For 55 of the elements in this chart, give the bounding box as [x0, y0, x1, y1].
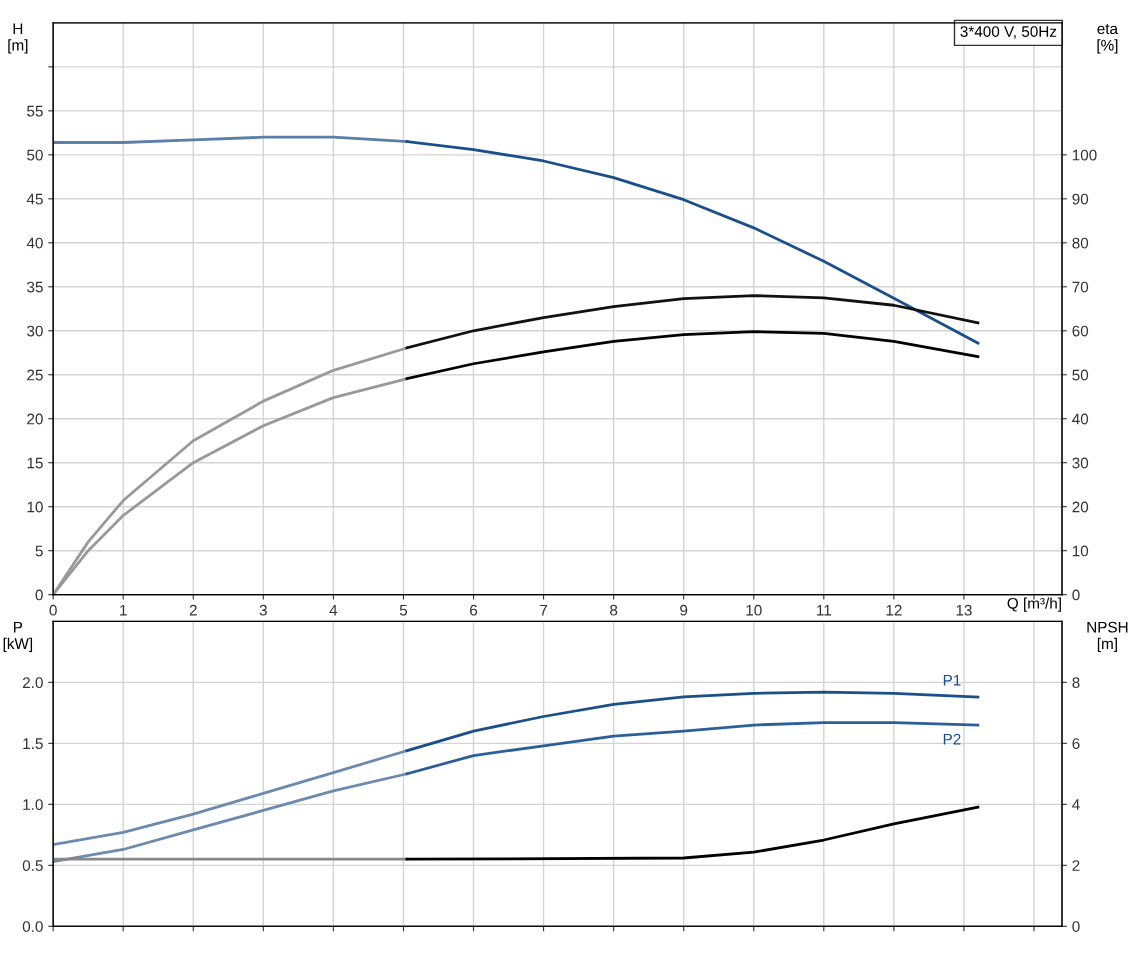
x-tick-label: 11	[817, 604, 831, 616]
y2-tick-label: 90	[1072, 193, 1089, 205]
y2-tick-label: 8	[1072, 677, 1080, 689]
y-tick-label: 1.5	[23, 738, 43, 750]
x-tick-label: 6	[470, 604, 478, 616]
y-tick-label: 1.0	[23, 799, 43, 811]
y2-tick-label: 60	[1072, 325, 1089, 337]
x-tick-label: 0	[49, 604, 57, 616]
y-axis-title: P [kW]	[3, 621, 33, 653]
x-tick-label: 4	[329, 604, 338, 616]
x-tick-label: 5	[399, 604, 408, 616]
annotation: P2	[943, 733, 961, 745]
y-tick-label: 25	[27, 369, 43, 381]
y2-axis-title: eta [%]	[1097, 24, 1119, 54]
y2-tick-label: 80	[1072, 237, 1089, 249]
x-axis-title: Q [m³/h]	[1007, 597, 1061, 612]
x-tick-label: 7	[540, 604, 548, 616]
y-tick-label: 30	[27, 325, 43, 337]
x-tick-label: 13	[956, 604, 972, 616]
y-tick-label: 0.5	[22, 860, 43, 872]
y2-tick-label: 4	[1072, 799, 1080, 810]
y2-tick-label: 6	[1072, 738, 1080, 750]
annotation: 3*400 V, 50Hz	[960, 26, 1057, 39]
x-tick-label: 1	[120, 604, 127, 616]
y2-tick-label: 0	[1072, 589, 1080, 601]
y-tick-label: 0.0	[22, 921, 43, 932]
x-tick-label: 2	[189, 604, 197, 616]
y-tick-label: 0	[35, 589, 43, 601]
y2-tick-label: 100	[1072, 149, 1097, 161]
y-tick-label: 55	[27, 105, 43, 117]
y-tick-label: 20	[27, 413, 43, 425]
x-tick-label: 9	[680, 604, 688, 616]
y2-tick-label: 70	[1072, 281, 1089, 293]
x-tick-label: 10	[746, 604, 762, 616]
y-tick-label: 35	[27, 281, 43, 293]
x-tick-label: 12	[886, 604, 902, 616]
y2-tick-label: 10	[1072, 545, 1089, 557]
y2-tick-label: 20	[1072, 501, 1089, 513]
y-tick-label: 2.0	[22, 677, 43, 689]
y-tick-label: 45	[26, 193, 43, 205]
y2-tick-label: 0	[1072, 921, 1080, 932]
annotation: P1	[943, 674, 961, 686]
y-tick-label: 40	[26, 237, 43, 249]
y-tick-label: 50	[27, 149, 43, 161]
y2-tick-label: 40	[1072, 413, 1089, 425]
y2-tick-label: 50	[1072, 369, 1089, 381]
x-tick-label: 3	[259, 604, 267, 616]
y2-axis-title: NPSH [m]	[1087, 621, 1128, 653]
y-tick-label: 5	[35, 545, 43, 557]
x-tick-label: 8	[610, 604, 618, 616]
y-axis-title: H [m]	[8, 23, 28, 54]
y2-tick-label: 30	[1072, 457, 1089, 469]
y-tick-label: 10	[27, 501, 43, 513]
y-tick-label: 15	[27, 457, 43, 469]
y2-tick-label: 2	[1072, 860, 1080, 871]
